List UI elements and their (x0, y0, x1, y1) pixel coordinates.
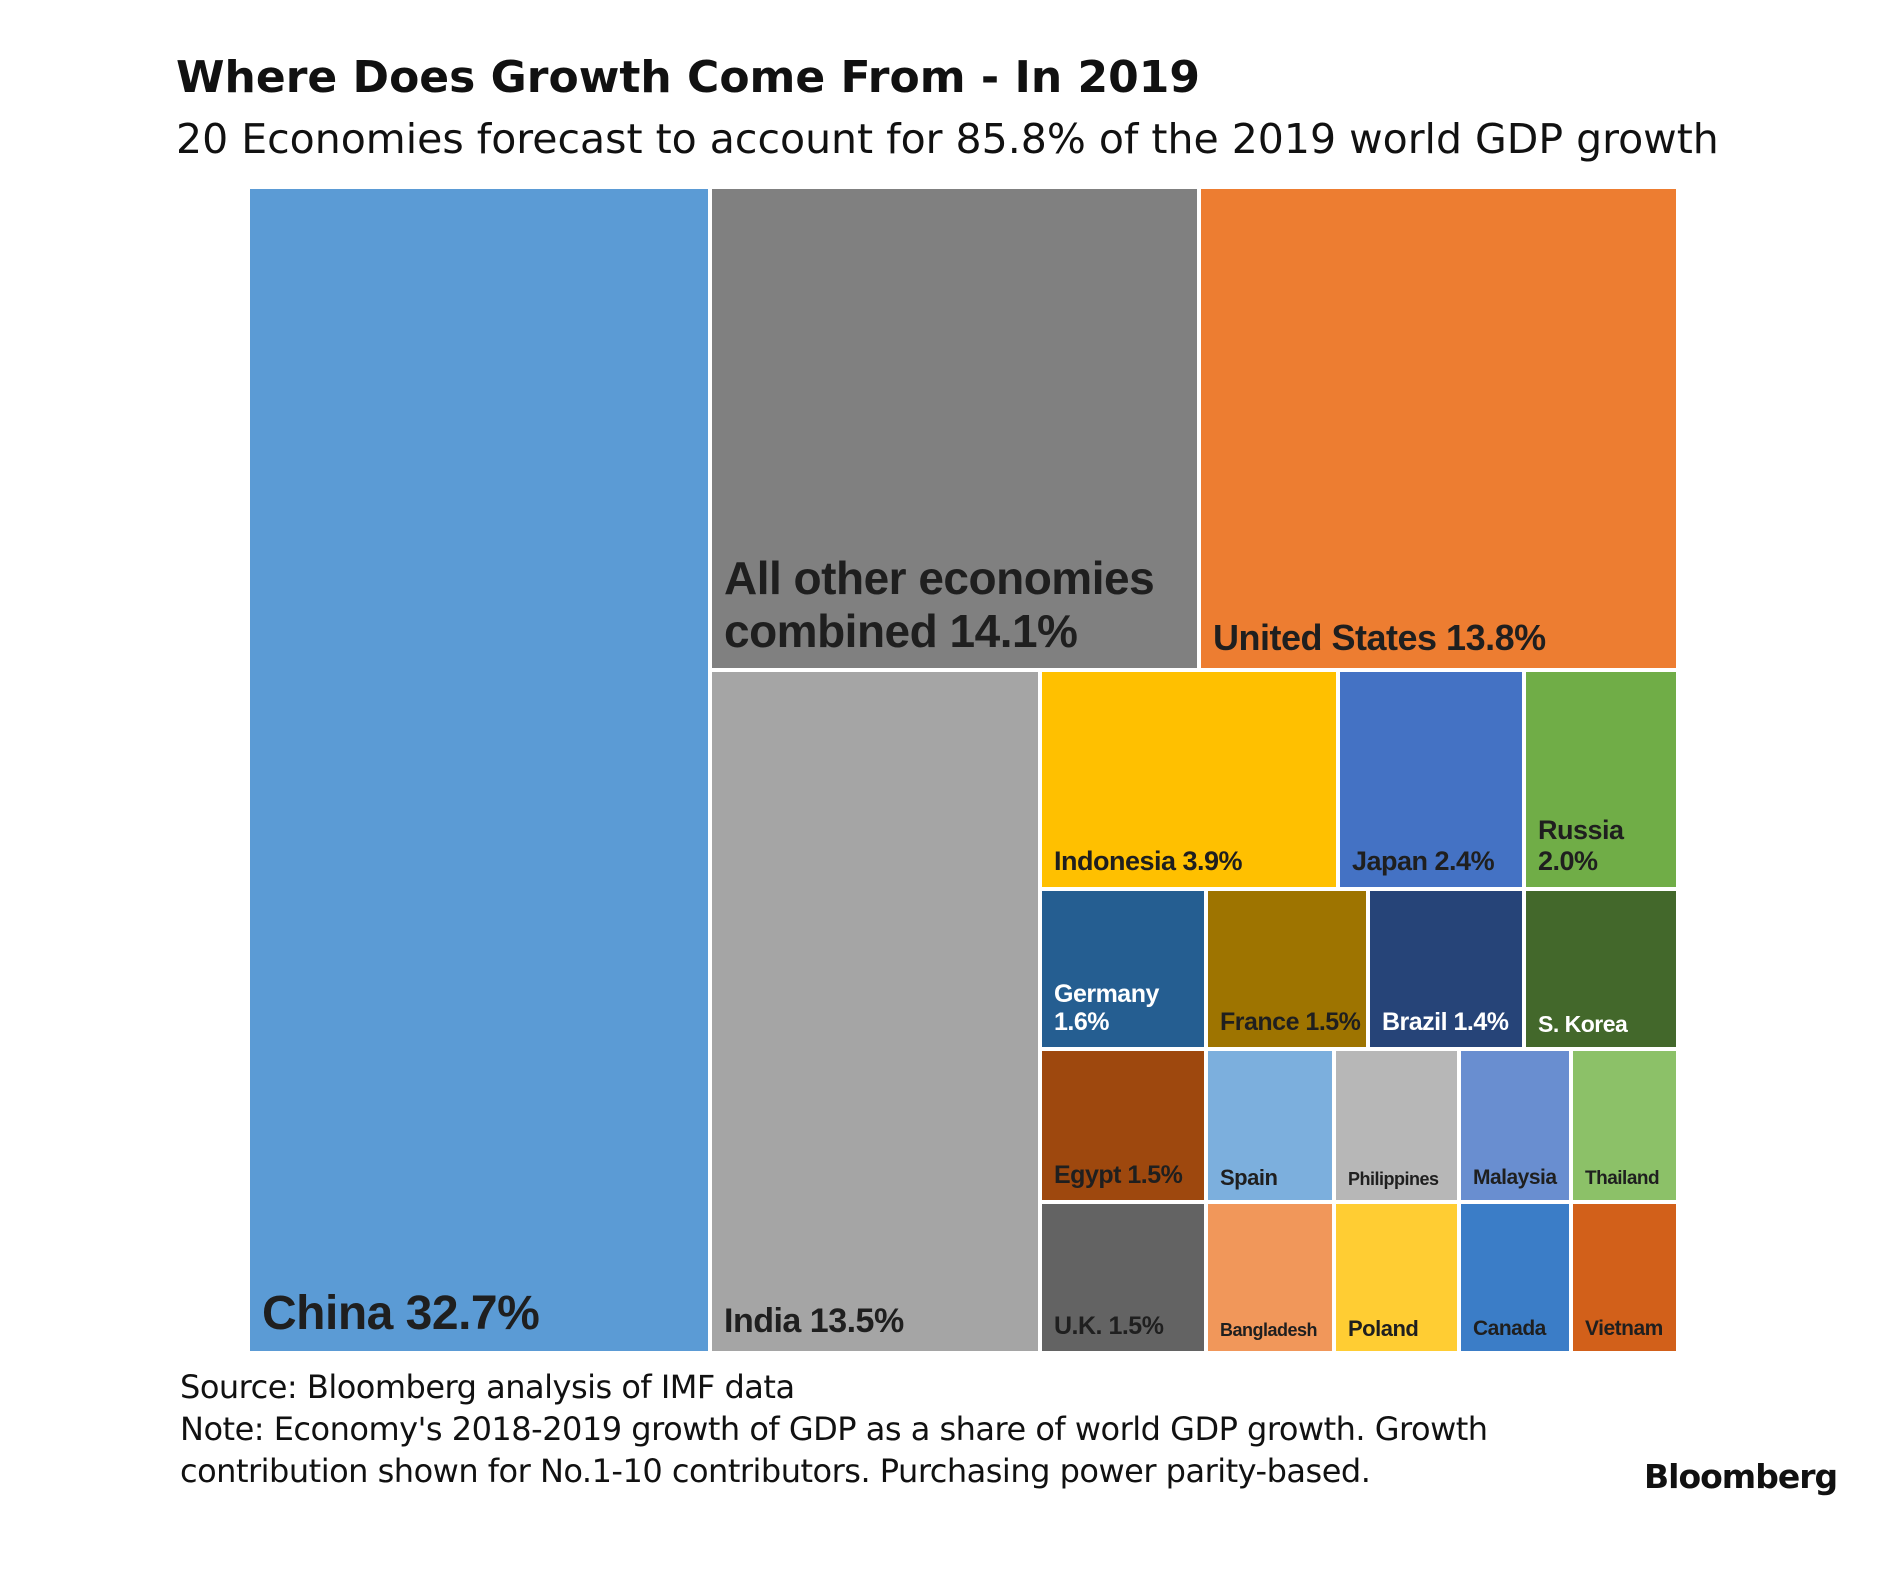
treemap-cell-japan: Japan 2.4% (1338, 670, 1524, 889)
treemap-cell-poland: Poland (1334, 1202, 1459, 1353)
treemap-label: Canada (1473, 1316, 1546, 1340)
treemap-cell-bangladesh: Bangladesh (1206, 1202, 1334, 1353)
treemap-cell-u-k: U.K. 1.5% (1040, 1202, 1206, 1353)
treemap-label: All other economies combined 14.1% (724, 552, 1155, 658)
treemap-label: France 1.5% (1220, 1008, 1361, 1037)
treemap-cell-indonesia: Indonesia 3.9% (1040, 670, 1338, 889)
treemap-cell-spain: Spain (1206, 1049, 1334, 1202)
treemap-label: Bangladesh (1220, 1320, 1318, 1341)
treemap-label: India 13.5% (724, 1301, 904, 1340)
treemap-cell-egypt: Egypt 1.5% (1040, 1049, 1206, 1202)
treemap-cell-canada: Canada (1459, 1202, 1571, 1353)
treemap-label: Spain (1220, 1164, 1278, 1190)
treemap-cell-india: India 13.5% (710, 670, 1040, 1353)
treemap-label: Philippines (1348, 1169, 1439, 1190)
treemap-label: Brazil 1.4% (1382, 1008, 1509, 1037)
source-note: Source: Bloomberg analysis of IMF data (180, 1368, 795, 1406)
treemap-label: Russia 2.0% (1538, 814, 1624, 876)
treemap-label: Germany 1.6% (1054, 979, 1159, 1037)
treemap-label: Thailand (1585, 1168, 1660, 1190)
treemap-cell-united-states: United States 13.8% (1199, 187, 1678, 670)
note-line-2: contribution shown for No.1-10 contribut… (180, 1452, 1371, 1490)
treemap-cell-all-other-economies-combined: All other economies combined 14.1% (710, 187, 1199, 670)
treemap-chart: China 32.7% All other economies combined … (248, 187, 1678, 1353)
note-line-1: Note: Economy's 2018-2019 growth of GDP … (180, 1410, 1488, 1448)
treemap-label: Malaysia (1473, 1165, 1557, 1189)
chart-subtitle: 20 Economies forecast to account for 85.… (176, 115, 1719, 163)
treemap-label: S. Korea (1538, 1010, 1628, 1037)
treemap-label: United States 13.8% (1213, 616, 1546, 658)
treemap-label: U.K. 1.5% (1054, 1312, 1164, 1341)
treemap-label: Vietnam (1585, 1316, 1663, 1340)
treemap-label: Poland (1348, 1315, 1419, 1341)
treemap-cell-china: China 32.7% (248, 187, 710, 1353)
treemap-label: China 32.7% (262, 1286, 540, 1340)
treemap-cell-france: France 1.5% (1206, 889, 1368, 1049)
treemap-cell-thailand: Thailand (1571, 1049, 1678, 1202)
chart-title: Where Does Growth Come From - In 2019 (176, 52, 1200, 103)
treemap-cell-philippines: Philippines (1334, 1049, 1459, 1202)
treemap-cell-brazil: Brazil 1.4% (1368, 889, 1524, 1049)
treemap-cell-germany: Germany 1.6% (1040, 889, 1206, 1049)
treemap-label: Egypt 1.5% (1054, 1161, 1183, 1190)
treemap-cell-vietnam: Vietnam (1571, 1202, 1678, 1353)
treemap-cell-russia: Russia 2.0% (1524, 670, 1678, 889)
treemap-label: Japan 2.4% (1352, 845, 1495, 876)
treemap-cell-malaysia: Malaysia (1459, 1049, 1571, 1202)
treemap-label: Indonesia 3.9% (1054, 845, 1243, 876)
treemap-cell-s-korea: S. Korea (1524, 889, 1678, 1049)
bloomberg-logo: Bloomberg (1644, 1457, 1838, 1496)
